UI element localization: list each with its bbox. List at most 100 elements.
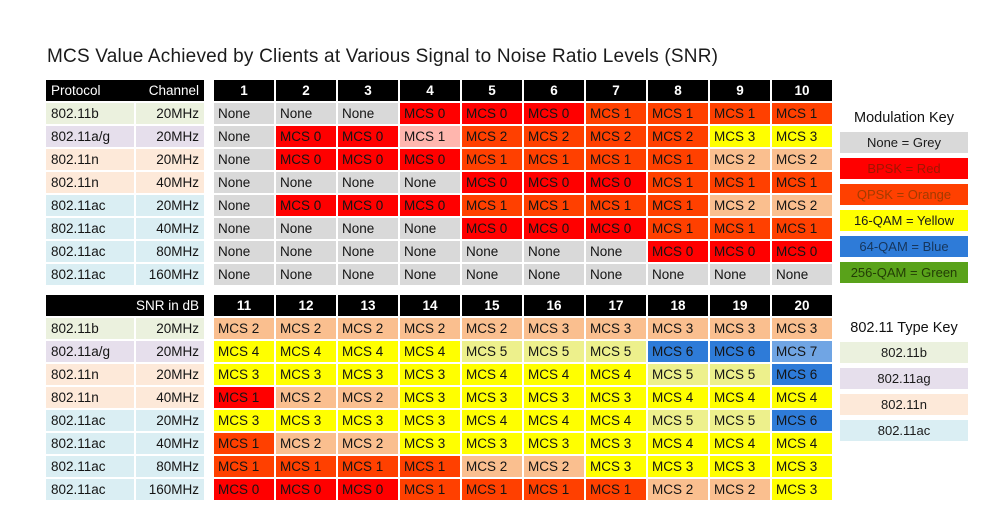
snr-column-header: 5 — [462, 80, 522, 101]
mcs-cell: MCS 6 — [772, 364, 832, 385]
mcs-cell: MCS 1 — [710, 172, 770, 193]
mcs-cell: MCS 1 — [586, 195, 646, 216]
mcs-cell: MCS 4 — [524, 410, 584, 431]
mcs-cell: MCS 1 — [524, 195, 584, 216]
mcs-cell: MCS 3 — [772, 126, 832, 147]
mcs-cell: MCS 0 — [276, 479, 336, 500]
snr-column-header: 9 — [710, 80, 770, 101]
mcs-cell: MCS 4 — [400, 341, 460, 362]
key-swatch: 256-QAM = Green — [840, 262, 968, 283]
snr-column-header: 18 — [648, 295, 708, 316]
column-gap — [206, 241, 212, 262]
mcs-cell: None — [586, 264, 646, 285]
mcs-cell: MCS 4 — [772, 387, 832, 408]
mcs-cell: MCS 1 — [462, 479, 522, 500]
mcs-cell: MCS 3 — [214, 410, 274, 431]
mcs-cell: MCS 2 — [772, 195, 832, 216]
mcs-cell: MCS 0 — [710, 241, 770, 262]
mcs-cell: MCS 3 — [524, 318, 584, 339]
mcs-cell: MCS 0 — [586, 218, 646, 239]
mcs-cell: MCS 0 — [400, 195, 460, 216]
mcs-cell: MCS 5 — [524, 341, 584, 362]
mcs-cell: MCS 2 — [648, 479, 708, 500]
snr-column-header: 6 — [524, 80, 584, 101]
mcs-cell: MCS 3 — [462, 433, 522, 454]
column-gap — [206, 264, 212, 285]
mcs-cell: MCS 5 — [710, 410, 770, 431]
mcs-cell: MCS 3 — [586, 387, 646, 408]
mcs-cell: MCS 3 — [276, 364, 336, 385]
type-key: 802.11 Type Key 802.11b 802.11ag 802.11n 80… — [840, 317, 968, 446]
mcs-cell: MCS 6 — [710, 341, 770, 362]
mcs-cell: MCS 4 — [772, 433, 832, 454]
mcs-cell: None — [276, 172, 336, 193]
column-gap — [206, 410, 212, 431]
column-gap — [206, 126, 212, 147]
mcs-cell: MCS 2 — [338, 433, 398, 454]
snr-column-header: 19 — [710, 295, 770, 316]
mcs-cell: MCS 3 — [400, 433, 460, 454]
channel-cell: 40MHz — [136, 172, 204, 193]
mcs-cell: MCS 0 — [524, 172, 584, 193]
mcs-cell: MCS 1 — [648, 195, 708, 216]
snr-column-header: 12 — [276, 295, 336, 316]
mcs-cell: MCS 2 — [772, 149, 832, 170]
type-key-title: 802.11 Type Key — [850, 320, 958, 336]
mcs-cell: None — [462, 241, 522, 262]
channel-cell: 20MHz — [136, 103, 204, 124]
channel-cell: 20MHz — [136, 341, 204, 362]
modulation-key-title: Modulation Key — [854, 110, 954, 126]
channel-cell: 20MHz — [136, 318, 204, 339]
mcs-cell: MCS 3 — [400, 410, 460, 431]
protocol-cell: 802.11ac — [46, 241, 134, 262]
column-gap — [206, 387, 212, 408]
mcs-cell: MCS 4 — [710, 387, 770, 408]
mcs-cell: MCS 4 — [338, 341, 398, 362]
key-swatch: 64-QAM = Blue — [840, 236, 968, 257]
page-title: MCS Value Achieved by Clients at Various… — [47, 46, 719, 67]
key-swatch: 802.11ag — [840, 368, 968, 389]
column-gap — [206, 364, 212, 385]
mcs-cell: MCS 1 — [214, 387, 274, 408]
mcs-cell: MCS 6 — [648, 341, 708, 362]
mcs-cell: MCS 5 — [586, 341, 646, 362]
mcs-cell: MCS 3 — [710, 126, 770, 147]
mcs-cell: MCS 2 — [586, 126, 646, 147]
mcs-cell: MCS 1 — [710, 103, 770, 124]
mcs-cell: MCS 0 — [214, 479, 274, 500]
snr-column-header: 16 — [524, 295, 584, 316]
type-key-items: 802.11b 802.11ag 802.11n 802.11ac — [840, 342, 968, 441]
column-gap — [206, 149, 212, 170]
mcs-cell: MCS 1 — [586, 103, 646, 124]
mcs-cell: MCS 3 — [586, 456, 646, 477]
mcs-cell: None — [338, 172, 398, 193]
mcs-cell: MCS 0 — [400, 149, 460, 170]
mcs-cell: MCS 4 — [648, 387, 708, 408]
mcs-cell: MCS 3 — [772, 456, 832, 477]
mcs-cell: None — [214, 195, 274, 216]
mcs-cell: None — [524, 264, 584, 285]
channel-cell: 40MHz — [136, 218, 204, 239]
protocol-cell: 802.11ac — [46, 479, 134, 500]
mcs-cell: None — [524, 241, 584, 262]
mcs-cell: MCS 2 — [462, 318, 522, 339]
mcs-cell: MCS 3 — [338, 410, 398, 431]
mcs-cell: None — [400, 241, 460, 262]
channel-cell: 20MHz — [136, 364, 204, 385]
mcs-cell: None — [338, 218, 398, 239]
mcs-cell: None — [276, 241, 336, 262]
mcs-cell: MCS 1 — [524, 479, 584, 500]
snr-column-header: 13 — [338, 295, 398, 316]
mcs-cell: MCS 2 — [462, 126, 522, 147]
snr-column-header: 3 — [338, 80, 398, 101]
snr-table-1-10: Protocol Channel 1 2 3 4 5 6 7 8 9 10 802.11b 20MHz No… — [46, 80, 832, 285]
mcs-cell: MCS 0 — [524, 218, 584, 239]
mcs-cell: MCS 2 — [710, 195, 770, 216]
mcs-cell: MCS 2 — [524, 126, 584, 147]
mcs-cell: None — [400, 218, 460, 239]
mcs-cell: MCS 2 — [214, 318, 274, 339]
mcs-cell: None — [400, 172, 460, 193]
protocol-cell: 802.11n — [46, 149, 134, 170]
mcs-cell: MCS 3 — [400, 387, 460, 408]
mcs-cell: MCS 4 — [462, 410, 522, 431]
